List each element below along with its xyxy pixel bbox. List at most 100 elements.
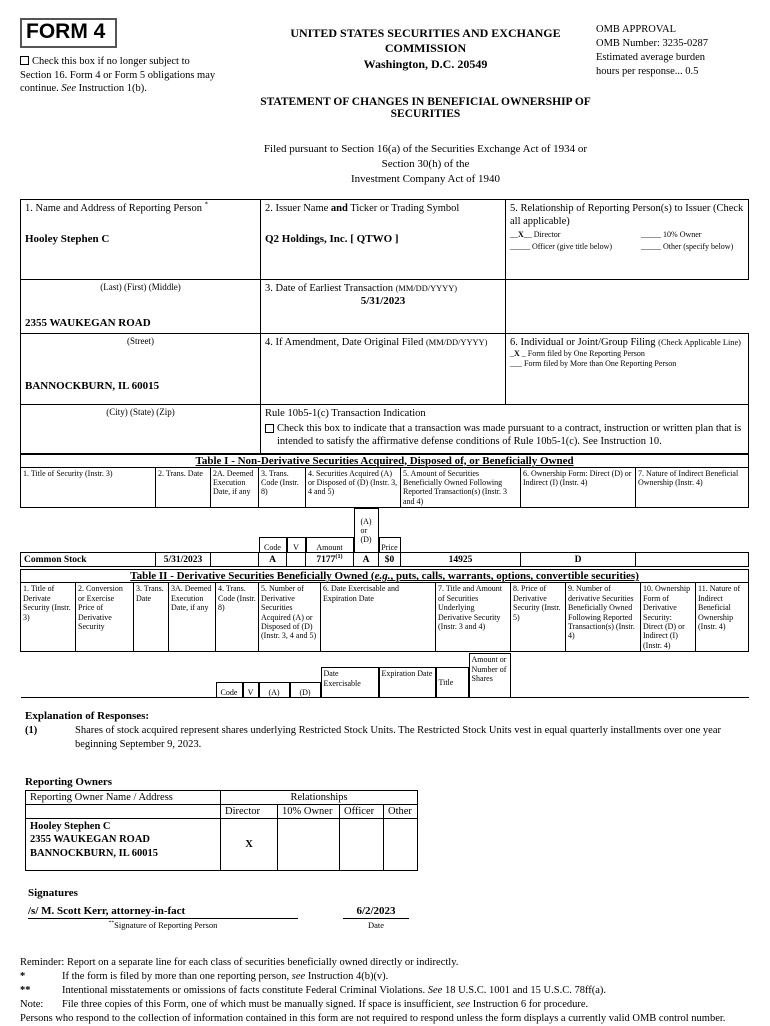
table2-header-trans-code: 4. Trans. Code (Instr. 8) — [215, 582, 259, 653]
table1-row-owned-following: 14925 — [400, 552, 521, 568]
footer-note-note: Note: File three copies of this Form, on… — [20, 998, 748, 1012]
footer-persons-note: Persons who respond to the collection of… — [20, 1013, 726, 1025]
table1-header-nature-indirect: 7. Nature of Indirect Beneficial Ownersh… — [634, 466, 750, 509]
relationship-ten-percent-owner: _____ 10% Owner — [641, 229, 702, 239]
city-state-zip-hint-cell: (City) (State) (Zip) — [20, 403, 261, 454]
commission-title: UNITED STATES SECURITIES AND EXCHANGE CO… — [290, 26, 561, 55]
explanation-of-responses: Explanation of Responses: (1) Shares of … — [20, 710, 748, 751]
header-left: FORM 4 Check this box if no longer subje… — [20, 18, 255, 187]
filing-more-persons: ___ Form filed by More than One Reportin… — [510, 359, 677, 369]
reporting-owners-table: Reporting Owner Name / Address Relations… — [25, 789, 419, 871]
table2-title: Table II - Derivative Securities Benefic… — [19, 569, 750, 584]
table2-subheader-title: Title — [435, 667, 469, 698]
reporting-person-label: 1. Name and Address of Reporting Person … — [25, 201, 209, 214]
identity-gap-cell — [506, 279, 749, 333]
table1-row-trans-date: 5/31/2023 — [155, 552, 211, 568]
explanation-item-1: (1) Shares of stock acquired represent s… — [25, 724, 748, 751]
reporting-person-street: 2355 WAUKEGAN ROAD — [25, 316, 151, 329]
rule-10b5-1-checkbox-icon[interactable] — [265, 423, 274, 433]
relationship-col-officer: Officer — [339, 803, 384, 819]
omb-approval-block: OMB APPROVAL OMB Number: 3235-0287 Estim… — [596, 18, 748, 187]
table2-subheader-d: (D) — [289, 682, 321, 698]
table1-subheader-code: Code — [258, 537, 287, 553]
earliest-transaction-label: 3. Date of Earliest Transaction (MM/DD/Y… — [265, 282, 458, 294]
footer-note-double-star-text: Intentional misstatements or omissions o… — [62, 984, 607, 996]
reporting-person-city-cell: (Street) BANNOCKBURN, IL 60015 — [20, 332, 261, 405]
commission-address: Washington, D.C. 20549 — [363, 57, 488, 71]
omb-title: OMB APPROVAL — [596, 24, 677, 35]
omb-number: OMB Number: 3235-0287 — [596, 37, 708, 49]
table1-row-v — [286, 552, 306, 568]
table2-header-number-acquired: 5. Number of Derivative Securities Acqui… — [258, 582, 321, 653]
explanation-item-1-text: Shares of stock acquired represent share… — [75, 725, 721, 750]
explanation-heading: Explanation of Responses: — [25, 710, 150, 723]
page-header: FORM 4 Check this box if no longer subje… — [20, 18, 748, 187]
table1-row-amount: 7177(1) — [305, 552, 354, 568]
table2-subheader-code: Code — [215, 682, 243, 698]
table2-subheader-v: V — [242, 682, 259, 698]
identity-table: 1. Name and Address of Reporting Person … — [20, 198, 749, 454]
table1-row-a-or-d: A — [353, 552, 379, 568]
reporting-owner-name-address: Hooley Stephen C 2355 WAUKEGAN ROAD BANN… — [25, 817, 221, 871]
issuer-label: 2. Issuer Name and Ticker or Trading Sym… — [265, 202, 460, 214]
table1-header-trans-date: 2. Trans. Date — [155, 466, 211, 509]
amendment-label: 4. If Amendment, Date Original Filed (MM… — [265, 336, 488, 348]
reporting-person-name: Hooley Stephen C — [25, 232, 110, 245]
table1-header-deemed-execution: 2A. Deemed Execution Date, if any — [210, 466, 259, 509]
table1-row-nature-indirect — [634, 552, 750, 568]
footer-note-star: * If the form is filed by more than one … — [20, 970, 748, 984]
filing-one-person: _X _ Form filed by One Reporting Person — [510, 348, 645, 358]
omb-burden-line1: Estimated average burden — [596, 51, 706, 63]
relationships-header: Relationships — [219, 789, 419, 805]
table1-non-derivative: Table I - Non-Derivative Securities Acqu… — [19, 453, 750, 568]
relationship-other: _____ Other (specify below) — [641, 241, 734, 251]
table2-subheader-date-exercisable: Date Exercisable — [320, 667, 379, 698]
issuer-cell: 2. Issuer Name and Ticker or Trading Sym… — [260, 198, 506, 280]
reporting-owner-name-line3: BANNOCKBURN, IL 60015 — [30, 847, 159, 859]
reporting-owner-officer-mark — [339, 817, 384, 871]
amendment-cell: 4. If Amendment, Date Original Filed (MM… — [260, 332, 506, 405]
table2-derivative: Table II - Derivative Securities Benefic… — [19, 569, 750, 699]
no-longer-subject-checkbox-icon[interactable] — [20, 56, 29, 66]
table2-header-title-derivative: 1. Title of Derivate Security (Instr. 3) — [20, 582, 76, 653]
relationship-col-ten-percent: 10% Owner — [277, 803, 340, 819]
table1-subheader-a-or-d: (A) or (D) — [353, 508, 379, 553]
reporting-owner-empty-cell — [25, 803, 221, 819]
header-center: UNITED STATES SECURITIES AND EXCHANGE CO… — [255, 18, 596, 187]
signature-block: /s/ M. Scott Kerr, attorney-in-fact **Si… — [20, 905, 748, 930]
footer-note-note-marker: Note: — [20, 999, 44, 1011]
filed-pursuant-line2: Investment Company Act of 1940 — [350, 172, 501, 185]
earliest-transaction-cell: 3. Date of Earliest Transaction (MM/DD/Y… — [260, 278, 506, 334]
reporting-owner-other-mark — [382, 817, 419, 871]
reporting-person-street-cell: (Last) (First) (Middle) 2355 WAUKEGAN RO… — [20, 278, 261, 334]
table1-row-deemed-date — [210, 552, 259, 568]
rule-10b5-1-cell: Rule 10b5-1(c) Transaction Indication Ch… — [260, 403, 749, 454]
table2-header-underlying-securities: 7. Title and Amount of Securities Underl… — [435, 582, 511, 653]
signature-date-label: Date — [367, 919, 385, 930]
relationship-cell: 5. Relationship of Reporting Person(s) t… — [505, 198, 749, 280]
relationship-col-other: Other — [382, 803, 419, 819]
reporting-owner-ten-percent-mark — [277, 817, 340, 871]
table2-subheader-amount-or-number: Amount or Number of Shares — [468, 653, 511, 698]
table2-subheader-a: (A) — [258, 682, 290, 698]
form4-label: FORM 4 — [26, 20, 106, 43]
table1-row-code: A — [258, 552, 287, 568]
table1-header-ownership-form: 6. Ownership Form: Direct (D) or Indirec… — [520, 466, 636, 509]
table2-header-number-owned: 9. Number of derivative Securities Benef… — [565, 582, 641, 653]
table1-header-trans-code: 3. Trans. Code (Instr. 8) — [258, 466, 306, 509]
table1-row-common-stock: Common Stock 5/31/2023 A 7177(1) A $0 14… — [20, 552, 750, 568]
subject-note: Check this box if no longer subject to S… — [20, 55, 220, 96]
filing-type-cell: 6. Individual or Joint/Group Filing (Che… — [505, 332, 749, 405]
table2-header-trans-date: 3. Trans. Date — [133, 582, 169, 653]
footer-note-note-text: File three copies of this Form, one of w… — [62, 999, 589, 1011]
table2-header-deemed-execution: 3A. Deemed Execution Date, if any — [168, 582, 216, 653]
explanation-item-1-marker: (1) — [25, 725, 38, 737]
reporting-owner-name-line1: Hooley Stephen C — [30, 820, 111, 832]
table2-header-price: 8. Price of Derivative Security (Instr. … — [510, 582, 566, 653]
earliest-transaction-date: 5/31/2023 — [360, 294, 406, 307]
table1-header-securities-acquired: 4. Securities Acquired (A) or Disposed o… — [305, 466, 401, 509]
statement-title: STATEMENT OF CHANGES IN BENEFICIAL OWNER… — [260, 96, 591, 120]
reporting-owner-name-line2: 2355 WAUKEGAN ROAD — [30, 834, 150, 846]
footer-notes: Reminder: Report on a separate line for … — [20, 956, 748, 1026]
